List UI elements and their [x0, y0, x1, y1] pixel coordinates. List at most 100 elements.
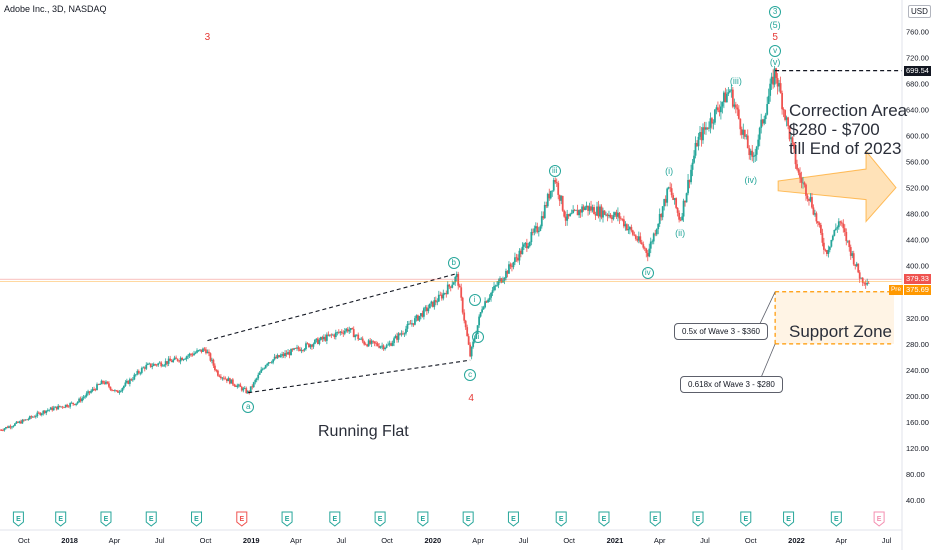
- candle-body: [839, 221, 842, 223]
- candle-body: [291, 349, 294, 350]
- candle-body: [185, 356, 188, 359]
- candle-body: [730, 89, 733, 91]
- candle-body: [121, 388, 124, 391]
- candle-body: [457, 273, 460, 286]
- candle-body: [252, 382, 255, 388]
- candle-body: [249, 386, 252, 393]
- candle-body: [693, 155, 695, 163]
- candle-body: [649, 241, 652, 249]
- correction-line-2: $280 - $700: [789, 120, 880, 139]
- candle-body: [111, 389, 113, 391]
- candle-body: [812, 207, 815, 215]
- candle-body: [733, 104, 736, 107]
- candle-body: [399, 333, 401, 335]
- candle-body: [357, 334, 360, 340]
- candle-body: [306, 343, 309, 345]
- candle-body: [705, 127, 707, 130]
- candle-body: [242, 388, 245, 391]
- candle-body: [799, 172, 801, 178]
- candle-body: [737, 109, 740, 119]
- candle-body: [543, 205, 546, 219]
- candle-body: [808, 198, 810, 201]
- candle-body: [105, 381, 107, 384]
- candle-body: [770, 76, 773, 84]
- candle-body: [188, 353, 191, 356]
- candle-body: [837, 221, 840, 228]
- candle-body: [139, 372, 142, 374]
- candle-body: [827, 249, 830, 254]
- candle-body: [581, 206, 583, 213]
- candle-body: [603, 210, 606, 215]
- candle-body: [784, 110, 786, 120]
- candle-body: [757, 139, 760, 147]
- candle-body: [679, 219, 682, 221]
- candle-body: [867, 282, 870, 284]
- candle-body: [617, 212, 619, 217]
- correction-line-3: till End of 2023: [789, 139, 902, 158]
- candle-body: [755, 146, 758, 155]
- candle-body: [355, 334, 358, 336]
- candle-body: [206, 351, 209, 354]
- candle-body: [269, 362, 272, 364]
- candle-body: [155, 364, 158, 366]
- candle-body: [806, 195, 809, 199]
- candle-body: [724, 92, 727, 103]
- candle-body: [763, 119, 766, 124]
- candle-body: [576, 209, 579, 216]
- price-tick-label: 560.00: [906, 158, 929, 167]
- candle-body: [842, 223, 845, 229]
- earnings-letter: E: [149, 516, 154, 523]
- candle-body: [106, 381, 109, 384]
- time-axis: Oct 2018 Apr Jul Oct 2019 Apr Jul Oct 2020 Apr Jul O…: [0, 529, 902, 545]
- currency-badge[interactable]: USD: [908, 5, 931, 18]
- candle-body: [727, 92, 730, 95]
- candle-body: [136, 370, 139, 375]
- candle-body: [814, 213, 816, 215]
- candle-body: [420, 313, 422, 316]
- candle-body: [600, 206, 603, 218]
- candle-body: [149, 363, 152, 367]
- candle-body: [49, 407, 52, 410]
- earnings-letter: E: [285, 516, 290, 523]
- candle-body: [393, 338, 395, 343]
- candle-body: [779, 83, 782, 94]
- candle-body: [611, 217, 613, 220]
- candle-body: [573, 209, 576, 211]
- candle-body: [778, 83, 781, 87]
- candle-body: [451, 284, 454, 288]
- candle-body: [343, 330, 346, 334]
- candle-body: [209, 353, 212, 361]
- earnings-marker: E: [740, 511, 752, 527]
- candle-body: [758, 127, 761, 140]
- earnings-marker: E: [281, 511, 293, 527]
- candle-body: [721, 102, 724, 107]
- candle-body: [339, 331, 342, 333]
- earnings-marker: E: [374, 511, 386, 527]
- earnings-letter: E: [421, 516, 426, 523]
- candle-body: [151, 365, 154, 367]
- candle-body: [787, 117, 789, 126]
- candle-body: [305, 343, 307, 349]
- candle-body: [706, 127, 709, 129]
- candle-body: [443, 293, 446, 294]
- candle-body: [427, 308, 430, 312]
- wave-label: 3: [204, 31, 211, 43]
- earnings-badge: [462, 511, 474, 527]
- candle-body: [161, 365, 164, 367]
- candle-body: [415, 315, 418, 319]
- earnings-badge: [55, 511, 67, 527]
- candle-body: [436, 301, 439, 303]
- candle-body: [858, 272, 861, 279]
- candle-body: [606, 214, 609, 217]
- candle-body: [594, 214, 597, 216]
- candle-body: [184, 358, 186, 360]
- candle-body: [718, 110, 721, 113]
- candle-body: [531, 232, 534, 233]
- earnings-badge: [649, 511, 661, 527]
- candle-body: [424, 307, 427, 309]
- candle-body: [761, 119, 764, 124]
- candle-body: [30, 416, 33, 418]
- candle-body: [487, 299, 489, 303]
- fib-0618-connector: [759, 343, 776, 381]
